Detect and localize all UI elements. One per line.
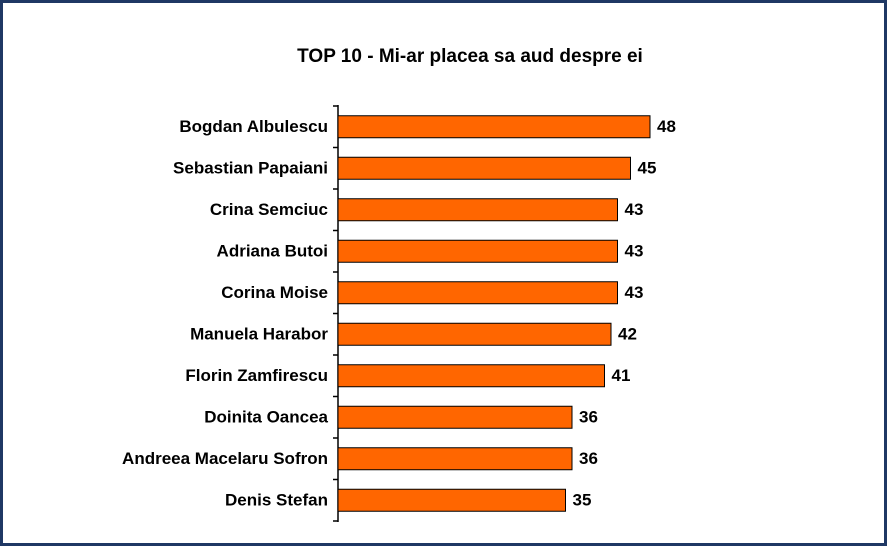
chart-title: TOP 10 - Mi-ar placea sa aud despre ei xyxy=(297,46,643,67)
value-label: 45 xyxy=(638,159,657,178)
bar xyxy=(337,156,631,180)
value-label: 43 xyxy=(625,283,644,302)
bar xyxy=(337,198,618,222)
bar xyxy=(337,239,618,263)
category-label: Crina Semciuc xyxy=(210,200,328,219)
value-label: 43 xyxy=(625,242,644,261)
category-label: Sebastian Papaiani xyxy=(173,159,328,178)
bar xyxy=(337,447,573,471)
category-label: Corina Moise xyxy=(221,283,328,302)
bar xyxy=(337,364,605,388)
category-label: Andreea Macelaru Sofron xyxy=(122,449,328,468)
value-label: 36 xyxy=(579,449,598,468)
value-label: 35 xyxy=(573,491,592,510)
category-label: Adriana Butoi xyxy=(217,242,328,261)
value-label: 41 xyxy=(612,366,631,385)
category-label: Florin Zamfirescu xyxy=(185,366,328,385)
bar xyxy=(337,281,618,305)
category-label: Bogdan Albulescu xyxy=(179,117,328,136)
bar xyxy=(337,115,651,139)
value-label: 36 xyxy=(579,408,598,427)
category-label: Doinita Oancea xyxy=(204,408,328,427)
value-label: 42 xyxy=(618,325,637,344)
bar xyxy=(337,405,573,429)
value-label: 43 xyxy=(625,200,644,219)
value-label: 48 xyxy=(657,117,676,136)
bar xyxy=(337,322,612,346)
category-label: Denis Stefan xyxy=(225,491,328,510)
bar xyxy=(337,488,566,512)
category-label: Manuela Harabor xyxy=(190,325,328,344)
